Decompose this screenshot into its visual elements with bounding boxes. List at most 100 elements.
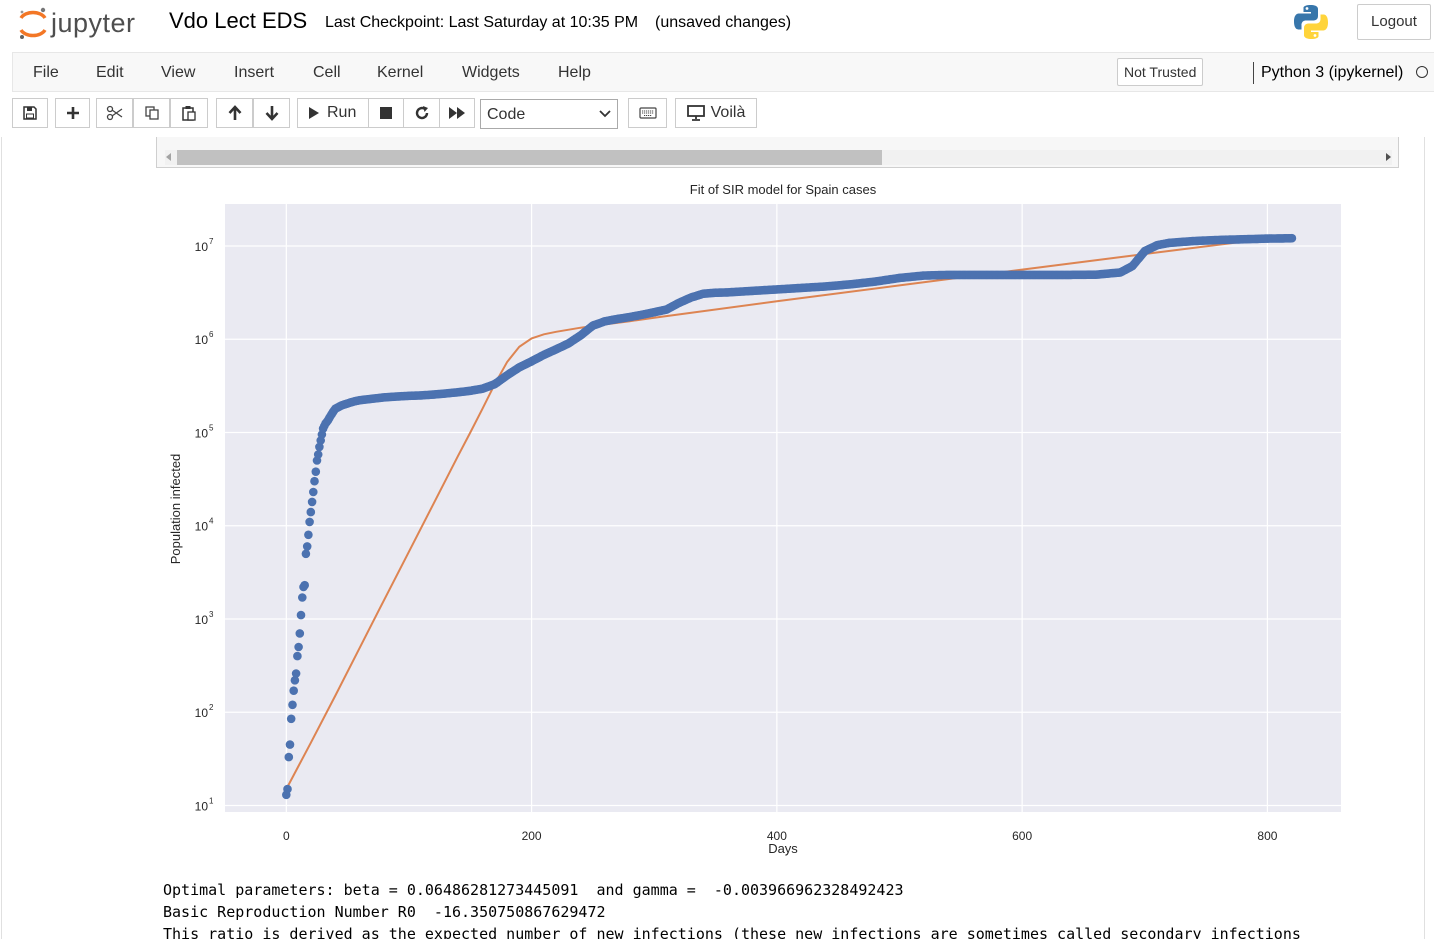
plot-area <box>225 204 1341 812</box>
keyboard-icon <box>638 107 657 119</box>
data-point <box>1287 233 1297 243</box>
logo-text: jupyter <box>51 8 136 38</box>
kernel-name[interactable]: Python 3 (ipykernel) <box>1261 64 1404 81</box>
monitor-icon <box>686 105 705 121</box>
menu-help[interactable]: Help <box>558 64 591 81</box>
save-button[interactable] <box>12 98 48 128</box>
y-tick-exponent: 3 <box>209 610 214 619</box>
scroll-right-arrow-icon[interactable] <box>1386 153 1391 161</box>
output-ratio-line: This ratio is derived as the expected nu… <box>163 925 1301 939</box>
data-point <box>290 676 300 685</box>
move-down-button[interactable] <box>253 98 290 128</box>
x-tick-label: 200 <box>522 829 542 843</box>
fit-curve-line <box>285 234 1293 790</box>
cut-button[interactable] <box>96 98 133 128</box>
y-tick-exponent: 7 <box>209 237 214 246</box>
cell-type-value: Code <box>487 106 526 123</box>
move-up-button[interactable] <box>216 98 253 128</box>
run-button[interactable]: Run <box>297 98 369 128</box>
data-point <box>306 507 316 517</box>
scrollbar-thumb[interactable] <box>177 150 882 165</box>
cell-type-select[interactable]: Code <box>480 99 618 129</box>
command-palette-button[interactable] <box>628 98 667 128</box>
menu-view[interactable]: View <box>161 64 196 81</box>
toolbar: Run Code Voilà <box>0 93 1434 137</box>
data-point <box>311 467 321 477</box>
output-parameters-line: Optimal parameters: beta = 0.06486281273… <box>163 881 904 899</box>
menu-edit[interactable]: Edit <box>96 64 124 81</box>
paste-icon <box>182 106 196 121</box>
menu-widgets[interactable]: Widgets <box>462 64 520 81</box>
data-point <box>305 517 314 527</box>
data-point <box>294 642 303 652</box>
sir-fit-chart: Fit of SIR model for Spain cases 0 200 400… <box>168 182 1341 856</box>
data-point <box>302 542 312 551</box>
scroll-left-arrow-icon[interactable] <box>166 153 171 161</box>
x-axis-label: Days <box>768 841 798 856</box>
insert-cell-button[interactable] <box>55 98 90 128</box>
x-tick-label: 0 <box>283 829 290 843</box>
autosave-status: (unsaved changes) <box>655 14 792 31</box>
fast-forward-icon <box>449 107 465 119</box>
y-tick-exponent: 1 <box>209 796 214 805</box>
y-tick-base: 10 <box>195 333 209 347</box>
x-tick-label: 400 <box>767 829 787 843</box>
y-tick-exponent: 4 <box>209 517 214 526</box>
voila-label: Voilà <box>710 104 746 121</box>
notebook-title[interactable]: Vdo Lect EDS <box>169 8 308 33</box>
data-points-layer <box>282 233 1297 800</box>
restart-run-all-button[interactable] <box>439 98 475 128</box>
python-logo-icon <box>1294 5 1328 39</box>
y-tick-base: 10 <box>195 520 209 534</box>
plus-icon <box>66 107 79 119</box>
voila-button[interactable]: Voilà <box>675 98 757 128</box>
restart-button[interactable] <box>403 98 440 128</box>
copy-icon <box>144 106 159 120</box>
scissors-icon <box>106 105 122 121</box>
x-tick-label: 800 <box>1257 829 1277 843</box>
data-point <box>283 784 292 794</box>
chevron-down-icon <box>599 110 611 118</box>
data-point <box>291 669 301 678</box>
data-point <box>301 549 311 559</box>
arrow-down-icon <box>265 106 278 121</box>
checkpoint-status: Last Checkpoint: Last Saturday at 10:35 … <box>325 14 639 31</box>
kernel-status-icon <box>1416 66 1428 78</box>
data-point <box>315 442 324 452</box>
data-point <box>286 714 296 724</box>
notebook-container[interactable]: Fit of SIR model for Spain cases 0 200 400… <box>0 137 1434 939</box>
menu-file[interactable]: File <box>33 64 59 81</box>
interrupt-button[interactable] <box>368 98 404 128</box>
arrow-up-icon <box>228 105 241 120</box>
y-tick-base: 10 <box>195 706 209 720</box>
logout-button[interactable]: Logout <box>1357 4 1431 40</box>
menu-cell[interactable]: Cell <box>313 64 341 81</box>
data-point <box>288 700 297 710</box>
data-point <box>295 629 305 638</box>
data-point <box>284 752 294 762</box>
chart-title: Fit of SIR model for Spain cases <box>690 182 877 197</box>
jupyter-logo[interactable]: jupyter <box>17 6 152 42</box>
fit-line-layer <box>285 234 1293 790</box>
data-point <box>298 593 307 602</box>
data-point <box>296 610 306 620</box>
y-tick-base: 10 <box>195 426 209 440</box>
y-tick-exponent: 5 <box>209 423 214 432</box>
copy-button[interactable] <box>133 98 170 128</box>
menubar: File Edit View Insert Cell Kernel Widget… <box>12 52 1434 92</box>
header: jupyter Vdo Lect EDS Last Checkpoint: La… <box>0 0 1434 52</box>
paste-button[interactable] <box>170 98 208 128</box>
data-point <box>293 651 302 661</box>
data-point <box>285 740 295 749</box>
jupyter-logo-icon <box>19 7 47 39</box>
trust-button[interactable]: Not Trusted <box>1117 58 1204 86</box>
y-tick-base: 10 <box>195 799 209 813</box>
menu-insert[interactable]: Insert <box>234 64 275 81</box>
y-axis-label: Population infected <box>168 454 183 565</box>
data-point <box>289 686 299 695</box>
code-cell-horizontal-scroll <box>156 137 1399 168</box>
menu-kernel[interactable]: Kernel <box>377 64 424 81</box>
y-tick-base: 10 <box>195 240 209 254</box>
cell-frame <box>1 137 1425 939</box>
